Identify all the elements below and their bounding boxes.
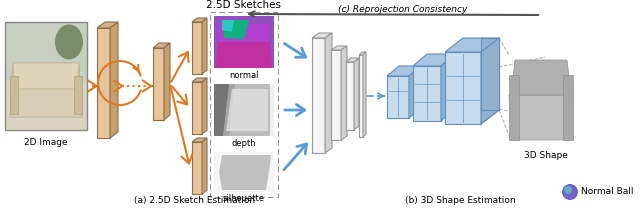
Polygon shape — [192, 18, 207, 22]
Polygon shape — [153, 48, 164, 120]
Polygon shape — [222, 20, 234, 32]
Polygon shape — [110, 22, 118, 138]
Polygon shape — [222, 20, 249, 39]
Polygon shape — [413, 66, 441, 121]
Polygon shape — [363, 52, 366, 137]
Polygon shape — [331, 46, 347, 50]
Text: (b) 3D Shape Estimation: (b) 3D Shape Estimation — [404, 196, 515, 205]
Polygon shape — [312, 33, 332, 38]
Polygon shape — [218, 24, 270, 42]
Bar — [509, 75, 519, 140]
Text: 3D Shape: 3D Shape — [524, 151, 568, 160]
Polygon shape — [97, 22, 118, 28]
Bar — [214, 152, 274, 192]
Polygon shape — [509, 95, 573, 140]
Bar — [214, 84, 274, 136]
Polygon shape — [511, 60, 571, 95]
Polygon shape — [481, 38, 499, 124]
Polygon shape — [202, 18, 207, 74]
Text: 2.5D Sketches: 2.5D Sketches — [207, 0, 282, 10]
Polygon shape — [445, 52, 481, 124]
Bar — [563, 75, 573, 140]
Polygon shape — [359, 55, 363, 137]
Ellipse shape — [55, 25, 83, 59]
Bar — [74, 76, 82, 114]
Text: normal: normal — [229, 71, 259, 80]
Bar — [10, 76, 18, 114]
Polygon shape — [325, 33, 332, 153]
Polygon shape — [331, 50, 341, 140]
Polygon shape — [413, 54, 455, 66]
Polygon shape — [164, 43, 170, 120]
Polygon shape — [226, 89, 268, 131]
Polygon shape — [153, 43, 170, 48]
Polygon shape — [409, 66, 421, 118]
Bar — [214, 152, 274, 192]
Polygon shape — [346, 62, 354, 130]
Text: depth: depth — [232, 139, 256, 148]
Polygon shape — [441, 54, 455, 121]
Polygon shape — [445, 38, 499, 52]
Bar — [481, 38, 499, 110]
Polygon shape — [223, 84, 270, 136]
Polygon shape — [192, 82, 202, 134]
Polygon shape — [312, 38, 325, 153]
Bar — [210, 12, 278, 197]
Text: silhouette: silhouette — [223, 194, 265, 203]
Polygon shape — [192, 78, 207, 82]
Polygon shape — [13, 63, 79, 89]
Bar — [214, 16, 274, 68]
Text: (a) 2.5D Sketch Estimation: (a) 2.5D Sketch Estimation — [134, 196, 255, 205]
Bar — [214, 16, 274, 68]
Polygon shape — [387, 76, 409, 118]
Bar — [5, 22, 87, 81]
Polygon shape — [202, 138, 207, 194]
Polygon shape — [192, 138, 207, 142]
Circle shape — [562, 184, 578, 200]
Circle shape — [564, 186, 572, 194]
Polygon shape — [97, 28, 110, 138]
Polygon shape — [359, 52, 366, 55]
Polygon shape — [346, 58, 359, 62]
Text: (c) Reprojection Consistency: (c) Reprojection Consistency — [338, 5, 467, 14]
Text: Normal Ball: Normal Ball — [581, 188, 634, 197]
Bar — [507, 45, 575, 145]
Polygon shape — [10, 63, 82, 117]
Polygon shape — [341, 46, 347, 140]
Polygon shape — [192, 22, 202, 74]
Polygon shape — [354, 58, 359, 130]
Polygon shape — [192, 142, 202, 194]
Polygon shape — [214, 84, 235, 136]
Text: 2D Image: 2D Image — [24, 138, 68, 147]
Bar — [214, 84, 274, 136]
Polygon shape — [387, 66, 421, 76]
Polygon shape — [216, 39, 272, 68]
Bar — [5, 22, 87, 130]
Bar — [5, 81, 87, 130]
Polygon shape — [219, 155, 271, 190]
Polygon shape — [202, 78, 207, 134]
